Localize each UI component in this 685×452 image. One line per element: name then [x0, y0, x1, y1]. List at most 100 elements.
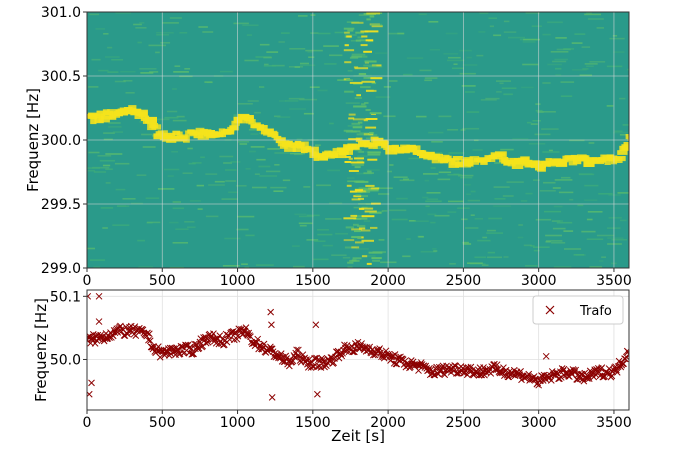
- texture-streak: [250, 146, 265, 148]
- texture-streak: [186, 226, 196, 229]
- x-tick-label: 500: [149, 273, 176, 289]
- texture-streak: [402, 255, 411, 258]
- texture-streak: [447, 168, 462, 170]
- disturbance-streak: [344, 90, 354, 93]
- disturbance-streak: [371, 257, 382, 260]
- data-point: [613, 369, 621, 376]
- disturbance-streak: [369, 112, 382, 115]
- data-point: [189, 350, 197, 358]
- texture-streak: [518, 224, 523, 226]
- texture-streak: [208, 184, 225, 186]
- disturbance-streak: [355, 39, 361, 42]
- texture-streak: [588, 142, 595, 144]
- texture-streak: [581, 230, 596, 233]
- texture-streak: [560, 81, 575, 83]
- ridge-mark: [581, 155, 590, 162]
- texture-streak: [88, 151, 100, 154]
- ridge-mark: [284, 146, 296, 152]
- disturbance-streak: [354, 189, 363, 192]
- disturbance-streak: [372, 259, 380, 262]
- ridge-mark: [450, 158, 460, 166]
- texture-streak: [579, 74, 592, 77]
- texture-streak: [467, 199, 481, 202]
- data-point: [268, 321, 275, 329]
- texture-streak: [522, 63, 539, 66]
- disturbance-streak: [363, 64, 377, 67]
- disturbance-streak: [348, 113, 356, 116]
- texture-streak: [554, 179, 573, 181]
- texture-streak: [98, 69, 109, 72]
- texture-streak: [416, 115, 427, 118]
- data-point: [277, 350, 285, 358]
- texture-streak: [139, 68, 157, 70]
- texture-streak: [151, 118, 170, 121]
- texture-streak: [627, 68, 629, 71]
- texture-streak: [584, 13, 601, 16]
- texture-streak: [374, 52, 388, 54]
- texture-streak: [250, 133, 259, 135]
- texture-streak: [377, 187, 393, 189]
- disturbance-streak: [351, 228, 362, 231]
- ridge-mark: [627, 135, 629, 141]
- texture-streak: [499, 82, 504, 85]
- ridge-mark: [507, 161, 516, 167]
- data-point: [585, 375, 593, 382]
- y-tick-label: 300.5: [41, 69, 81, 85]
- disturbance-streak: [346, 184, 352, 187]
- ridge-mark: [543, 160, 551, 167]
- texture-streak: [363, 220, 371, 222]
- texture-streak: [107, 46, 113, 49]
- texture-streak: [617, 192, 629, 194]
- ridge-mark: [231, 120, 240, 126]
- y-tick-label: 299.5: [41, 197, 81, 213]
- texture-streak: [418, 13, 427, 16]
- disturbance-streak: [367, 158, 378, 161]
- texture-streak: [503, 31, 517, 33]
- texture-streak: [179, 32, 188, 34]
- texture-streak: [347, 125, 363, 127]
- texture-streak: [189, 200, 201, 202]
- texture-streak: [316, 184, 331, 187]
- disturbance-streak: [366, 262, 372, 265]
- texture-streak: [408, 157, 420, 160]
- texture-streak: [612, 35, 618, 37]
- texture-streak: [164, 168, 180, 171]
- texture-streak: [425, 200, 442, 203]
- texture-streak: [293, 265, 305, 268]
- texture-streak: [271, 64, 285, 67]
- data-point: [267, 308, 275, 316]
- disturbance-streak: [361, 239, 374, 242]
- texture-streak: [172, 88, 177, 90]
- texture-streak: [596, 27, 604, 29]
- ridge-mark: [100, 113, 113, 120]
- texture-streak: [112, 131, 123, 133]
- texture-streak: [434, 214, 450, 217]
- texture-streak: [169, 221, 179, 224]
- disturbance-streak: [354, 97, 362, 99]
- texture-streak: [246, 34, 252, 36]
- data-point: [330, 359, 337, 367]
- texture-streak: [280, 32, 290, 34]
- disturbance-streak: [348, 170, 359, 172]
- texture-streak: [586, 12, 592, 14]
- texture-streak: [551, 220, 561, 222]
- texture-streak: [613, 51, 625, 53]
- texture-streak: [459, 72, 476, 75]
- texture-streak: [470, 190, 476, 193]
- texture-streak: [259, 86, 264, 88]
- texture-streak: [521, 86, 534, 89]
- texture-streak: [598, 260, 604, 262]
- disturbance-streak: [370, 77, 383, 80]
- data-point: [148, 343, 156, 351]
- legend-marker-x-icon: [545, 305, 555, 315]
- ridge-mark: [410, 146, 418, 152]
- texture-streak: [520, 200, 528, 202]
- texture-streak: [274, 115, 281, 118]
- texture-streak: [579, 173, 595, 176]
- data-point: [619, 360, 627, 368]
- ridge-mark: [570, 154, 579, 160]
- data-point: [134, 327, 141, 335]
- disturbance-streak: [356, 94, 361, 97]
- data-point: [614, 363, 622, 370]
- disturbance-streak: [366, 89, 377, 92]
